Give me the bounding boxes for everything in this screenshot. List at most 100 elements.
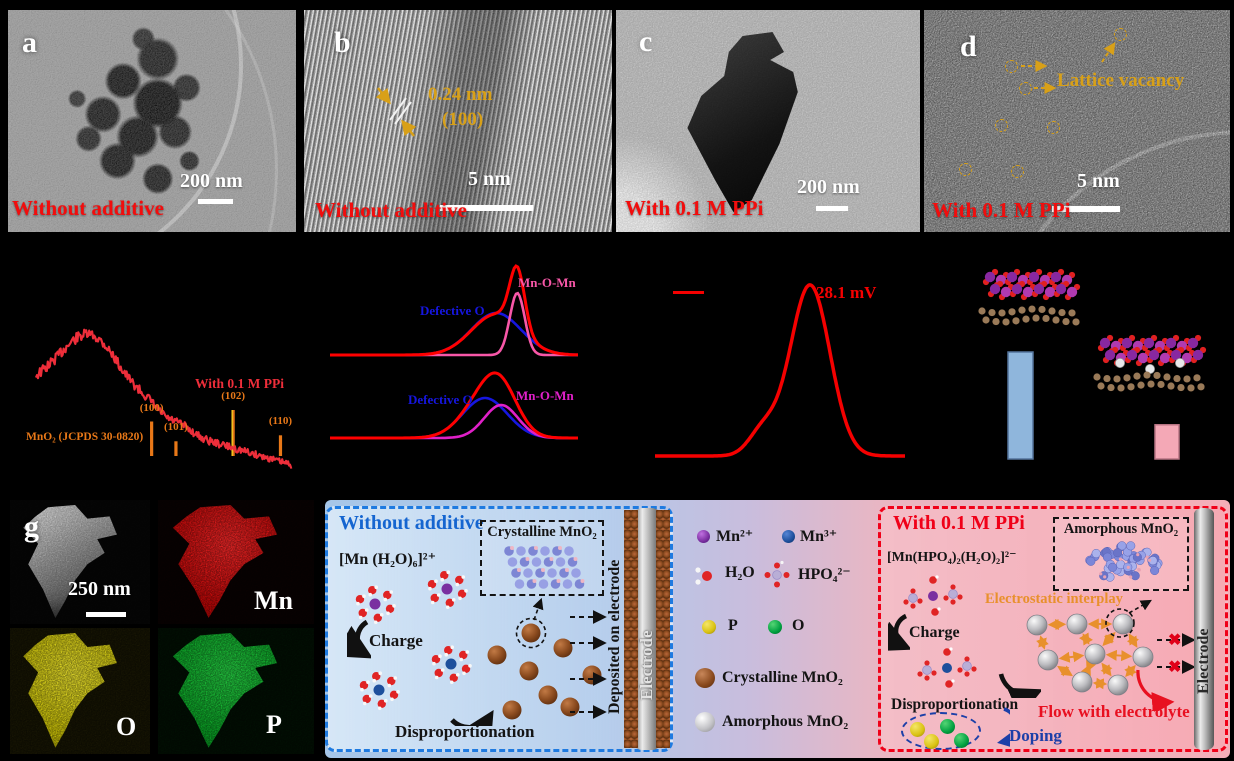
hrtem-panel-d: d Lattice vacancy 5 nm With 0.1 M PPi bbox=[924, 10, 1230, 232]
right-complex-formula: [Mn(HPO₄)₂(H₂O)₂]²⁻ bbox=[887, 550, 1017, 565]
scale-text: 250 nm bbox=[68, 578, 131, 600]
legend-hpo4: HPO₄²⁻ bbox=[798, 566, 851, 583]
crystalline-mno2-icon bbox=[695, 668, 715, 688]
right-charge-label: Charge bbox=[909, 624, 960, 641]
crystalline-particles bbox=[487, 597, 602, 720]
element-label: O bbox=[116, 712, 137, 741]
scale-bar bbox=[86, 612, 126, 617]
left-complex-formula: [Mn (H₂O)₆]²⁺ bbox=[339, 551, 437, 568]
hrtem-panel-b: b 0.24 nm (100) 5 nm Without additive bbox=[304, 10, 612, 232]
mechanism-schematic: Without additive [Mn (H₂O)₆]²⁺ Charge Di… bbox=[325, 500, 1230, 758]
lattice-vacancy-circle bbox=[1047, 121, 1060, 134]
zeta-plot bbox=[654, 283, 906, 458]
eds-map-p: P bbox=[158, 628, 314, 754]
doping-ellipse bbox=[901, 712, 981, 750]
scale-text: 5 nm bbox=[1077, 170, 1120, 192]
xps-plot bbox=[330, 264, 578, 440]
left-title: Without additive bbox=[339, 512, 484, 534]
scale-bar bbox=[440, 205, 533, 211]
adsorption-chart bbox=[920, 245, 1234, 485]
xrd-series-label: With 0.1 M PPi bbox=[195, 376, 284, 391]
left-charge-label: Charge bbox=[369, 631, 423, 650]
without-additive-box bbox=[325, 506, 673, 752]
hpo4-icon bbox=[764, 560, 790, 588]
highlight-ring bbox=[1105, 599, 1152, 638]
xps-top-defective-o: Defective O bbox=[420, 303, 485, 318]
o-atom bbox=[954, 733, 969, 748]
p-flake bbox=[172, 633, 278, 748]
amorphous-cluster-model bbox=[1085, 541, 1163, 582]
condition-label: Without additive bbox=[315, 198, 467, 222]
interplay-label: Electrostatic interplay bbox=[985, 591, 1123, 607]
left-dispro-label: Disproportionation bbox=[395, 722, 535, 741]
hexaaqua-complexes bbox=[355, 570, 472, 711]
tem-panel-c: c 200 nm With 0.1 M PPi bbox=[616, 10, 920, 232]
right-dispro-label: Disproportionation bbox=[891, 696, 1019, 713]
condition-label: Without additive bbox=[12, 196, 164, 220]
zeta-peak-annotation: 28.1 mV bbox=[816, 283, 877, 302]
hkl-100: (100) bbox=[139, 401, 164, 414]
right-title: With 0.1 M PPi bbox=[893, 512, 1025, 534]
panel-letter: c bbox=[639, 25, 653, 58]
haadf-image: g 250 nm bbox=[10, 500, 150, 624]
disproportionation-arrow bbox=[450, 710, 494, 726]
doping-arrow bbox=[997, 707, 1010, 748]
xps-bottom-mnomn: Mn-O-Mn bbox=[516, 388, 574, 403]
legend-mn2: Mn²⁺ bbox=[716, 528, 754, 545]
hkl-110: (110) bbox=[268, 415, 293, 428]
adsorption-bars-plot bbox=[978, 268, 1207, 460]
legend-p: P bbox=[728, 617, 738, 634]
scale-bar bbox=[1052, 206, 1120, 212]
legend-amorphous: Amorphous MnO₂ bbox=[722, 713, 849, 730]
p-atom-icon bbox=[702, 620, 716, 634]
lattice-vacancy-circle bbox=[959, 163, 972, 176]
scale-bar bbox=[816, 206, 848, 211]
condition-label: With 0.1 M PPi bbox=[932, 198, 1071, 222]
crystal-lattice-model bbox=[504, 546, 585, 589]
o-atom-icon bbox=[768, 620, 782, 634]
lattice-vacancy-label: Lattice vacancy bbox=[1057, 70, 1185, 91]
mn2-icon bbox=[697, 530, 710, 543]
xrd-plot bbox=[34, 328, 293, 469]
deposited-spheres bbox=[656, 510, 670, 748]
phosphate-complexes bbox=[903, 575, 977, 688]
xps-chart: Defective O Mn-O-Mn Defective O Mn-O-Mn bbox=[320, 245, 620, 485]
condition-label: With 0.1 M PPi bbox=[625, 196, 764, 220]
lattice-vacancy-circle bbox=[1011, 165, 1024, 178]
deposited-spheres bbox=[624, 510, 638, 748]
charge-arrow bbox=[888, 613, 910, 652]
lattice-vacancy-circle bbox=[995, 119, 1008, 132]
doping-label: Doping bbox=[1009, 726, 1062, 745]
element-label: P bbox=[266, 710, 282, 739]
zeta-chart: 28.1 mV bbox=[620, 245, 920, 485]
hkl-102: (102) bbox=[221, 390, 246, 402]
plane-label: (100) bbox=[442, 109, 484, 130]
crystalline-box-label: Crystalline MnO₂ bbox=[487, 524, 597, 540]
amorphous-box-label: Amorphous MnO₂ bbox=[1063, 521, 1179, 537]
panel-letter: d bbox=[960, 30, 977, 63]
tem-panel-a: a 200 nm Without additive bbox=[8, 10, 296, 232]
legend-o: O bbox=[792, 617, 805, 634]
lattice-vacancy-circle bbox=[1114, 28, 1127, 41]
electrode-bar bbox=[1194, 508, 1214, 750]
blocked-deposit-arrows bbox=[1157, 633, 1196, 674]
panel-letter: b bbox=[334, 26, 351, 59]
electrode-left: Electrode bbox=[622, 508, 672, 750]
deposit-arrows bbox=[570, 610, 607, 719]
o-atom bbox=[940, 719, 955, 734]
p-atom bbox=[924, 734, 939, 749]
electrode-bar bbox=[634, 508, 660, 750]
eds-map-mn: Mn bbox=[158, 500, 314, 624]
legend-h2o: H₂O bbox=[725, 564, 755, 581]
h2o-icon bbox=[695, 567, 712, 585]
disproportionation-arrow bbox=[998, 673, 1041, 698]
xps-bottom-defective-o: Defective O bbox=[408, 392, 473, 407]
electrode-right: Electrode bbox=[1194, 508, 1214, 750]
panel-letter: a bbox=[22, 26, 37, 59]
scale-text: 200 nm bbox=[797, 176, 860, 198]
xps-top-mnomn: Mn-O-Mn bbox=[518, 275, 576, 290]
panel-letter: g bbox=[24, 510, 39, 543]
mn3-icon bbox=[782, 530, 795, 543]
p-atom bbox=[910, 722, 925, 737]
